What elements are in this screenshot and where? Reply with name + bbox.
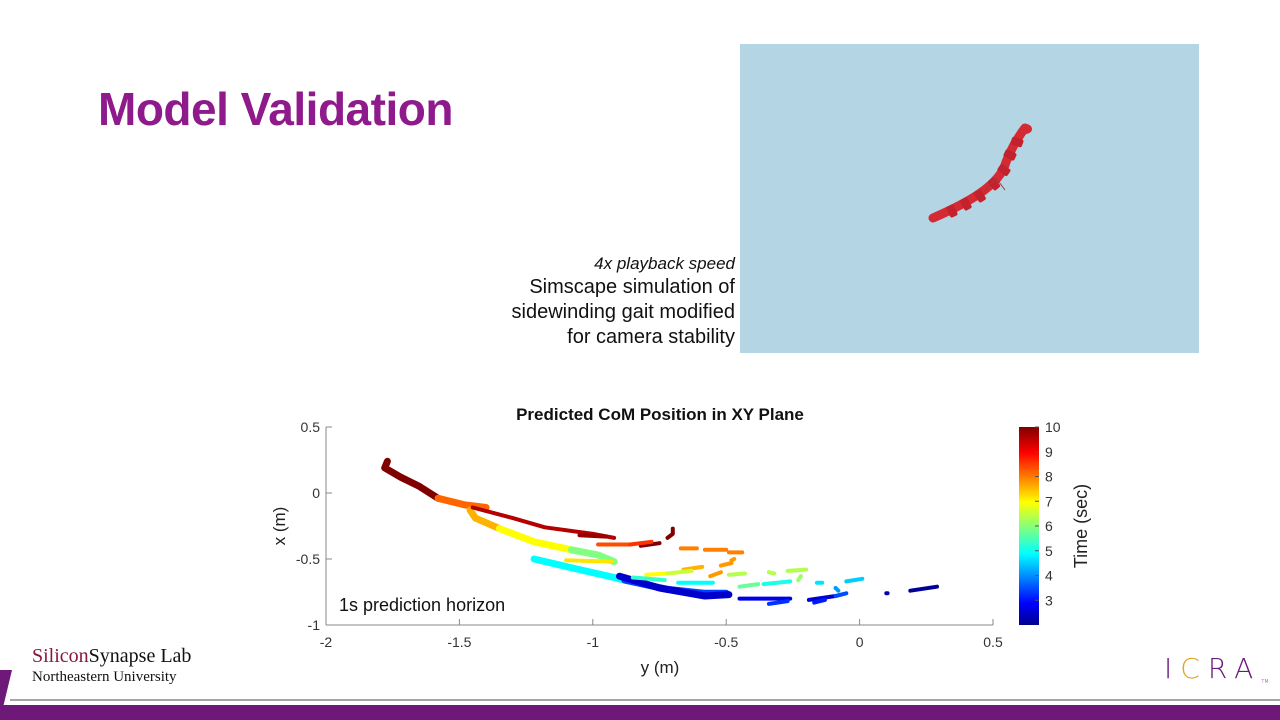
prediction-segment [766, 570, 777, 576]
caption-line-2: sidewinding gait modified [511, 301, 735, 323]
prediction-segment [833, 586, 841, 593]
snake-robot-body [928, 123, 1030, 223]
colorbar-tick-label: 9 [1045, 444, 1053, 460]
x-tick-label: -0.5 [714, 634, 738, 650]
footer-band [0, 705, 1280, 720]
y-tick-label: 0.5 [301, 419, 321, 435]
prediction-segment [908, 584, 939, 593]
prediction-segment [796, 574, 803, 583]
x-tick-label: -1.5 [447, 634, 471, 650]
trajectory-segment [381, 457, 442, 502]
icra-logo-c: C [1180, 652, 1208, 685]
prediction-segment [761, 579, 793, 587]
trajectory-segment [434, 494, 490, 511]
prediction-segment [577, 533, 609, 539]
playback-speed-note: 4x playback speed [594, 254, 735, 273]
x-tick-label: 0.5 [983, 634, 1003, 650]
simulation-video[interactable] [740, 44, 1199, 353]
prediction-segment [833, 591, 849, 598]
colorbar [1019, 427, 1039, 625]
x-tick-label: 0 [856, 634, 864, 650]
prediction-segment [806, 594, 838, 602]
y-tick-label: 0 [312, 485, 320, 501]
icra-logo-ra: RA [1207, 652, 1262, 685]
prediction-segment [812, 597, 827, 605]
x-axis-label: y (m) [641, 658, 680, 677]
prediction-segment [665, 568, 694, 576]
y-tick-label: -1 [308, 617, 321, 633]
prediction-segment [766, 599, 790, 606]
colorbar-tick-label: 10 [1045, 419, 1061, 435]
trajectory-segment [568, 546, 618, 566]
chart-marks [381, 457, 939, 606]
chart-axes: -2 -1.5 -1 -0.5 0 0.5 -1 -0.5 0 0.5 [296, 419, 1003, 650]
university-name: Northeastern University [32, 669, 177, 685]
snake-robot-graphic [928, 123, 1032, 223]
prediction-segment [726, 571, 747, 577]
x-tick-label: -1 [587, 634, 600, 650]
snake-robot-modules [946, 136, 1024, 218]
caption-line-3: for camera stability [567, 326, 735, 348]
prediction-segment [638, 541, 662, 548]
prediction-segment [785, 567, 809, 573]
icra-logo-tm: TM [1261, 679, 1269, 685]
prediction-segment [844, 576, 865, 584]
caption-line-1: Simscape simulation of [529, 276, 735, 298]
prediction-segment [737, 582, 761, 589]
prediction-segment [628, 539, 654, 547]
prediction-horizon-annotation: 1s prediction horizon [339, 595, 505, 615]
prediction-segment [630, 575, 667, 583]
colorbar-tick-label: 5 [1045, 543, 1053, 559]
prediction-segment [708, 570, 723, 579]
prediction-segment [729, 557, 737, 563]
prediction-segment [665, 526, 675, 540]
icra-logo-i: I [1164, 652, 1181, 685]
trajectory-segment [466, 506, 503, 533]
lab-name-synapse: Synapse Lab [88, 645, 192, 667]
colorbar-tick-label: 6 [1045, 518, 1053, 534]
y-tick-label: -0.5 [296, 551, 320, 567]
x-tick-label: -2 [320, 634, 333, 650]
prediction-segment [718, 561, 734, 568]
colorbar-label: Time (sec) [1071, 484, 1091, 568]
colorbar-ticks: 3 4 5 6 7 8 9 10 [1035, 419, 1061, 608]
prediction-segment [644, 571, 670, 577]
snake-robot-head [1020, 124, 1032, 134]
trajectory-segment [616, 572, 733, 600]
lab-logo: SiliconSynapse Lab Northeastern Universi… [32, 645, 191, 687]
video-caption: 4x playback speed Simscape simulation of… [512, 253, 735, 350]
colorbar-tick-label: 4 [1045, 568, 1053, 584]
chart-title: Predicted CoM Position in XY Plane [516, 405, 804, 424]
footer-divider-line [10, 699, 1280, 701]
slide-title: Model Validation [98, 83, 453, 135]
icra-logo: ICRATM [1164, 652, 1269, 685]
colorbar-tick-label: 7 [1045, 493, 1053, 509]
prediction-segment [681, 564, 705, 572]
trajectory-segment [495, 525, 575, 554]
colorbar-tick-label: 3 [1045, 592, 1053, 608]
colorbar-tick-label: 8 [1045, 469, 1053, 485]
lab-name-silicon: Silicon [32, 645, 89, 667]
y-axis-label: x (m) [270, 507, 289, 546]
axis-triad-icon [983, 177, 1006, 193]
prediction-segment [564, 558, 614, 564]
